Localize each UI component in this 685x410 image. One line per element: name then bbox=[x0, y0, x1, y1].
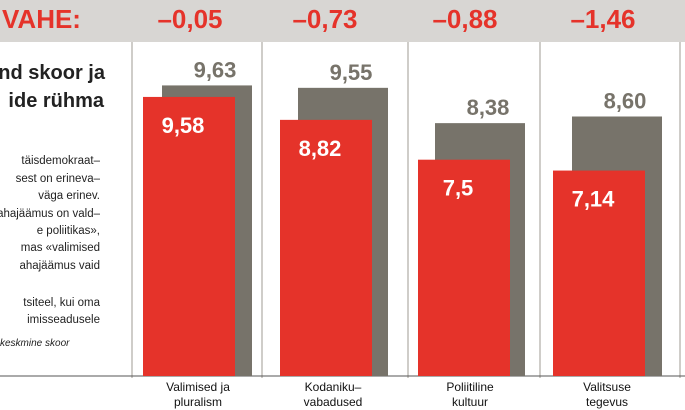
bar-red-4 bbox=[553, 170, 645, 376]
value-label-red-1: 9,58 bbox=[162, 113, 205, 138]
description-panel: nd skoor ja ide rühma täisdemokraat– sest… bbox=[0, 42, 132, 378]
panel-body-line-5: e poliitikas», bbox=[36, 225, 100, 237]
difference-value-2: –0,73 bbox=[292, 4, 358, 34]
category-label-1-line-1: Valimised ja bbox=[166, 380, 230, 394]
panel-body-line-6: mas «valimised bbox=[20, 242, 100, 254]
difference-label: VAHE: bbox=[2, 4, 81, 34]
category-label-3-line-2: kultuur bbox=[451, 395, 489, 409]
category-label-4-line-1: Valitsuse bbox=[583, 380, 631, 394]
difference-value-1: –0,05 bbox=[157, 4, 223, 34]
panel-title-line-1: nd skoor ja bbox=[0, 62, 105, 84]
panel-body-line-2: sest on erineva– bbox=[15, 173, 100, 185]
category-label-3: Poliitiline kultuur bbox=[405, 380, 535, 410]
category-label-2-line-1: Kodaniku– bbox=[304, 380, 362, 394]
difference-value-4: –1,46 bbox=[570, 4, 636, 34]
panel-note: keskmine skoor bbox=[0, 338, 70, 349]
value-label-red-4: 7,14 bbox=[572, 187, 616, 212]
panel-body-line-3: väga erinev. bbox=[38, 190, 100, 202]
panel-title-line-2: ide rühma bbox=[8, 90, 104, 112]
category-label-2: Kodaniku– vabadused bbox=[268, 380, 398, 410]
category-label-3-line-1: Poliitiline bbox=[446, 380, 494, 394]
value-label-grey-1: 9,63 bbox=[194, 57, 237, 82]
difference-value-3: –0,88 bbox=[432, 4, 498, 34]
category-label-1-line-2: pluralism bbox=[173, 395, 222, 409]
value-label-grey-2: 9,55 bbox=[330, 60, 373, 85]
category-label-1: Valimised ja pluralism bbox=[133, 380, 263, 410]
value-label-grey-4: 8,60 bbox=[604, 88, 647, 113]
panel-body-line-9: tsiteel, kui oma bbox=[23, 297, 100, 309]
value-label-red-2: 8,82 bbox=[299, 136, 342, 161]
value-label-grey-3: 8,38 bbox=[467, 95, 510, 120]
bar-red-2 bbox=[280, 119, 372, 377]
panel-body-line-4: ahajäämus on vald– bbox=[0, 208, 100, 220]
difference-header-bar: VAHE: –0,05 –0,73 –0,88 –1,46 bbox=[0, 0, 685, 42]
panel-body-line-1: täisdemokraat– bbox=[21, 155, 100, 167]
bar-red-1 bbox=[143, 96, 235, 376]
category-label-4: Valitsuse tegevus bbox=[542, 380, 672, 410]
bar-red-3 bbox=[418, 159, 510, 376]
value-label-red-3: 7,5 bbox=[443, 176, 474, 201]
panel-body-line-10: imisseadusele bbox=[27, 314, 100, 326]
category-label-4-line-2: tegevus bbox=[585, 395, 629, 409]
category-label-2-line-2: vabadused bbox=[303, 395, 363, 409]
panel-body-line-7: ahajäämus vaid bbox=[19, 260, 100, 272]
